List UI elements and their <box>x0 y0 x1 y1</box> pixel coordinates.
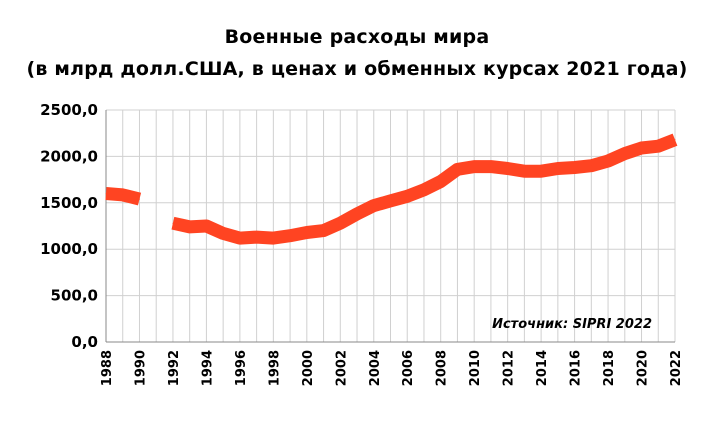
x-tick-label: 2018 <box>602 350 617 386</box>
data-point <box>473 166 475 168</box>
data-point <box>674 139 676 141</box>
data-point <box>574 167 576 169</box>
data-point <box>590 165 592 167</box>
x-tick-label: 1988 <box>100 350 115 386</box>
x-tick-label: 2010 <box>468 350 483 386</box>
data-point <box>657 145 659 147</box>
x-tick-label: 1994 <box>200 350 215 386</box>
data-point <box>540 170 542 172</box>
data-point <box>122 194 124 196</box>
x-tick-label: 1996 <box>234 350 249 386</box>
x-tick-label: 2022 <box>669 350 684 386</box>
x-tick-label: 2012 <box>502 350 517 386</box>
y-tick-label: 0,0 <box>71 333 98 351</box>
data-point <box>406 195 408 197</box>
data-point <box>138 198 140 200</box>
data-point <box>356 213 358 215</box>
chart-title: Военные расходы мира <box>224 26 490 48</box>
data-point <box>507 167 509 169</box>
data-point <box>256 236 258 238</box>
data-point <box>456 168 458 170</box>
y-tick-label: 2500,0 <box>40 101 98 119</box>
x-tick-label: 1992 <box>167 350 182 386</box>
data-point <box>189 226 191 228</box>
data-point <box>624 153 626 155</box>
data-point <box>172 222 174 224</box>
data-point <box>523 170 525 172</box>
data-point <box>440 180 442 182</box>
data-point <box>390 200 391 202</box>
data-point <box>373 205 375 207</box>
x-tick-label: 2016 <box>569 350 584 386</box>
data-point <box>306 231 308 233</box>
x-tick-label: 2004 <box>368 350 383 386</box>
y-tick-label: 1500,0 <box>40 194 98 212</box>
data-point <box>205 225 207 227</box>
source-note: Источник: SIPRI 2022 <box>492 317 652 332</box>
x-tick-label: 1998 <box>267 350 282 386</box>
data-point <box>272 237 274 239</box>
data-point <box>641 147 643 149</box>
x-tick-label: 2006 <box>401 350 416 386</box>
y-tick-label: 1000,0 <box>40 240 98 258</box>
data-point <box>607 160 609 162</box>
x-tick-label: 2020 <box>636 350 651 386</box>
y-tick-label: 2000,0 <box>40 147 98 165</box>
data-point <box>490 166 492 168</box>
data-point <box>323 230 325 232</box>
x-tick-label: 2000 <box>301 350 316 386</box>
data-point <box>289 235 291 237</box>
x-tick-label: 2002 <box>334 350 349 386</box>
data-point <box>557 167 559 169</box>
chart-subtitle: (в млрд долл.США, в ценах и обменных кур… <box>26 58 688 80</box>
x-tick-label: 1990 <box>133 350 148 386</box>
data-point <box>222 232 224 234</box>
y-tick-label: 500,0 <box>51 287 98 305</box>
data-point <box>423 189 425 191</box>
x-tick-label: 2014 <box>535 350 550 386</box>
data-point <box>105 193 107 195</box>
data-point <box>239 237 241 239</box>
x-tick-label: 2008 <box>435 350 450 386</box>
series-line-segment <box>105 187 142 206</box>
data-point <box>339 222 341 224</box>
